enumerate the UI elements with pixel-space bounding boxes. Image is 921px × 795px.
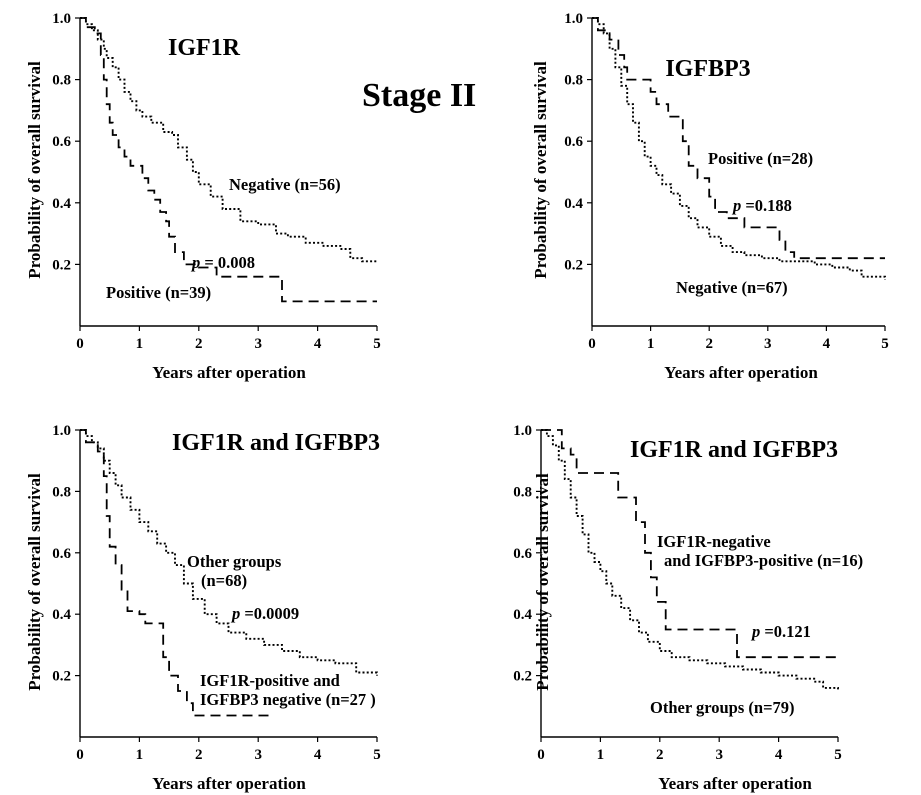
panel-igf1r: 0 1 2 3 4 5 0.2 0.4 0.6 0.8 1.0 IGF1R Probability … (25, 11, 381, 382)
panel-combined-right-curve-dashed (541, 429, 838, 659)
panel-igf1r-y-tick-label: 0.2 (52, 257, 71, 273)
panel-igfbp3-x-axis-title: Years after operation (664, 363, 818, 382)
panel-combined-right-x-tick-label: 5 (834, 747, 842, 763)
panel-combined-right: 0 1 2 3 4 5 0.2 0.4 0.6 0.8 1.0 IGF1R and IGFBP3 P… (513, 423, 863, 793)
panel-igf1r-curve-dashed (80, 17, 377, 303)
panel-igfbp3-x-tick-label: 5 (881, 336, 889, 352)
panel-combined-right-x-tick-label: 2 (656, 747, 664, 763)
panel-combined-left-positive-label-line2: IGFBP3 negative (n=27 ) (200, 690, 376, 709)
panel-combined-right-curve-dotted (541, 429, 839, 691)
panel-combined-right-title: IGF1R and IGFBP3 (630, 437, 838, 463)
panel-igf1r-y-tick-label: 0.4 (52, 196, 71, 212)
panel-combined-right-plot: 0 1 2 3 4 5 0.2 0.4 0.6 0.8 1.0 (513, 423, 842, 763)
panel-igfbp3-y-axis-title: Probability of overall survival (531, 61, 550, 279)
panel-combined-left-y-axis-title: Probability of overall survival (25, 473, 44, 691)
panel-igfbp3-negative-label: Negative (n=67) (676, 278, 788, 297)
panel-combined-right-x-tick-label: 3 (715, 747, 723, 763)
panel-igf1r-x-tick-label: 0 (76, 336, 84, 352)
panel-igfbp3-curve-dotted (592, 17, 886, 280)
panel-igf1r-y-tick-label: 0.8 (52, 73, 71, 89)
panel-combined-right-y-tick-label: 0.4 (513, 607, 532, 623)
panel-combined-left-x-axis-title: Years after operation (152, 774, 306, 793)
panel-combined-right-x-tick-label: 4 (775, 747, 783, 763)
panel-igf1r-x-tick-label: 5 (373, 336, 381, 352)
panel-igf1r-plot: 0 1 2 3 4 5 0.2 0.4 0.6 0.8 1.0 (52, 11, 381, 352)
panel-combined-left-y-tick-label: 0.4 (52, 607, 71, 623)
panel-combined-right-y-tick-label: 0.8 (513, 484, 532, 500)
panel-combined-left-y-tick-label: 0.6 (52, 546, 71, 562)
panel-igf1r-y-axis-title: Probability of overall survival (25, 61, 44, 279)
panel-combined-left-y-tick-label: 0.8 (52, 484, 71, 500)
panel-igf1r-title: IGF1R (168, 35, 241, 61)
panel-combined-left-p-value: p =0.0009 (230, 604, 299, 623)
panel-combined-right-positive-label-line2: and IGFBP3-positive (n=16) (664, 551, 863, 570)
panel-igf1r-y-tick-label: 1.0 (52, 11, 71, 27)
panel-combined-left-other-label-line2: (n=68) (201, 571, 247, 590)
panel-combined-left-title: IGF1R and IGFBP3 (172, 430, 380, 456)
panel-combined-left-x-tick-label: 4 (314, 747, 322, 763)
panel-igf1r-y-tick-label: 0.6 (52, 134, 71, 150)
panel-igfbp3-y-tick-label: 1.0 (564, 11, 583, 27)
panel-igf1r-positive-label: Positive (n=39) (106, 283, 211, 302)
panel-combined-left-x-tick-label: 5 (373, 747, 381, 763)
panel-combined-right-p-value: p =0.121 (750, 622, 811, 641)
panel-combined-left-y-tick-label: 1.0 (52, 423, 71, 439)
panel-igfbp3-p-value: p =0.188 (731, 196, 792, 215)
panel-combined-left-positive-label-line1: IGF1R-positive and (200, 671, 340, 690)
panel-igf1r-p-value-text: = 0.008 (200, 253, 255, 272)
panel-igfbp3-y-tick-label: 0.2 (564, 257, 583, 273)
panel-igfbp3-y-tick-label: 0.8 (564, 73, 583, 89)
panel-igf1r-negative-label: Negative (n=56) (229, 175, 341, 194)
panel-combined-left-x-tick-label: 0 (76, 747, 84, 763)
panel-combined-left-x-tick-label: 2 (195, 747, 203, 763)
panel-igfbp3-positive-label: Positive (n=28) (708, 149, 813, 168)
panel-combined-right-x-tick-label: 1 (597, 747, 605, 763)
panel-igf1r-x-tick-label: 1 (136, 336, 144, 352)
panel-combined-left-x-tick-label: 1 (136, 747, 144, 763)
panel-combined-right-y-tick-label: 1.0 (513, 423, 532, 439)
panel-combined-right-other-label: Other groups (n=79) (650, 698, 794, 717)
panel-igfbp3-x-tick-label: 3 (764, 336, 772, 352)
panel-combined-left-plot: 0 1 2 3 4 5 0.2 0.4 0.6 0.8 1.0 (52, 423, 381, 763)
panel-combined-left: 0 1 2 3 4 5 0.2 0.4 0.6 0.8 1.0 IGF1R and IGFBP3 P… (25, 423, 381, 793)
panel-combined-right-x-axis-title: Years after operation (658, 774, 812, 793)
panel-combined-right-x-tick-label: 0 (537, 747, 545, 763)
panel-igfbp3-x-tick-label: 2 (705, 336, 713, 352)
panel-combined-left-p-value-text: =0.0009 (240, 604, 299, 623)
panel-combined-left-curve-dashed (80, 429, 274, 717)
panel-igfbp3: 0 1 2 3 4 5 0.2 0.4 0.6 0.8 1.0 IGFBP3 Probability… (531, 11, 889, 382)
panel-combined-right-y-axis-title: Probability of overall survival (533, 473, 552, 691)
panel-combined-left-curve-dotted (80, 429, 378, 676)
panel-igf1r-x-tick-label: 4 (314, 336, 322, 352)
panel-igf1r-x-axis-title: Years after operation (152, 363, 306, 382)
panel-igf1r-x-tick-label: 3 (254, 336, 262, 352)
panel-combined-right-positive-label-line1: IGF1R-negative (657, 532, 771, 551)
panel-combined-right-y-tick-label: 0.6 (513, 546, 532, 562)
panel-igfbp3-x-tick-label: 4 (823, 336, 831, 352)
panel-igfbp3-x-tick-label: 0 (588, 336, 596, 352)
panel-combined-left-other-label-line1: Other groups (187, 552, 282, 571)
panel-igfbp3-p-value-text: =0.188 (741, 196, 792, 215)
panel-combined-right-y-tick-label: 0.2 (513, 669, 532, 685)
panel-combined-left-y-tick-label: 0.2 (52, 669, 71, 685)
panel-igfbp3-y-tick-label: 0.4 (564, 196, 583, 212)
stage-label: Stage II (362, 77, 476, 114)
panel-igfbp3-title: IGFBP3 (665, 56, 750, 82)
panel-igfbp3-curve-dashed (592, 17, 885, 260)
panel-igfbp3-y-tick-label: 0.6 (564, 134, 583, 150)
panel-igf1r-x-tick-label: 2 (195, 336, 203, 352)
panel-combined-left-x-tick-label: 3 (254, 747, 262, 763)
panel-combined-right-p-value-text: =0.121 (760, 622, 811, 641)
panel-igf1r-curve-dotted (80, 17, 377, 263)
panel-igfbp3-plot: 0 1 2 3 4 5 0.2 0.4 0.6 0.8 1.0 (564, 11, 889, 352)
panel-igfbp3-x-tick-label: 1 (647, 336, 655, 352)
panel-igf1r-p-value: p = 0.008 (190, 253, 255, 272)
